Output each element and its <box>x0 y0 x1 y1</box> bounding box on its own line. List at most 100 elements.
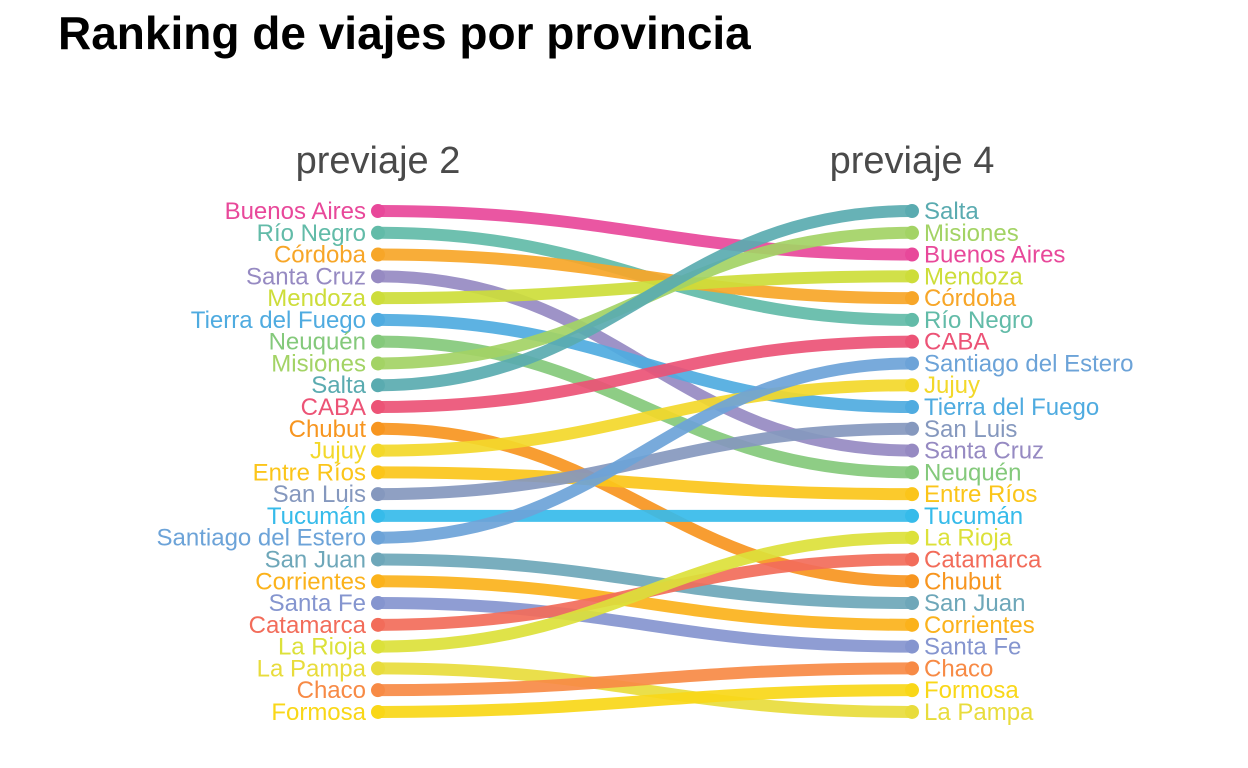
point-left-buenos-aires <box>371 204 385 218</box>
series-line-buenos-aires <box>377 205 913 261</box>
series-line-chaco <box>377 662 913 697</box>
point-right-cordoba <box>905 291 919 306</box>
label-right-chaco: Chaco <box>924 655 993 682</box>
point-left-santa-cruz <box>371 269 385 284</box>
label-left-neuquen: Neuquén <box>269 329 366 356</box>
series-line-san-luis <box>377 422 913 501</box>
point-left-entre-rios <box>371 465 385 480</box>
column-headers: previaje 2 previaje 4 <box>296 140 995 182</box>
label-left-salta: Salta <box>311 372 366 399</box>
label-right-rio-negro: Río Negro <box>924 307 1033 334</box>
point-right-buenos-aires <box>905 247 919 262</box>
point-left-chubut <box>371 421 385 436</box>
point-right-caba <box>905 334 919 349</box>
label-right-catamarca: Catamarca <box>924 546 1042 573</box>
point-right-neuquen <box>905 465 919 480</box>
label-right-la-rioja: La Rioja <box>924 525 1013 552</box>
series-line-corrientes <box>377 575 913 631</box>
point-left-salta <box>371 378 385 393</box>
series-line-la-pampa <box>377 662 913 718</box>
label-right-san-juan: San Juan <box>924 590 1025 617</box>
point-right-tierra-del-fuego <box>905 400 919 415</box>
point-right-misiones <box>905 225 919 240</box>
label-right-santa-fe: Santa Fe <box>924 634 1021 661</box>
series-points <box>371 204 919 719</box>
point-right-santa-cruz <box>905 443 919 458</box>
label-right-caba: CABA <box>924 329 989 356</box>
point-right-entre-rios <box>905 487 919 502</box>
point-right-corrientes <box>905 617 919 632</box>
point-right-san-juan <box>905 596 919 611</box>
point-left-mendoza <box>371 291 385 306</box>
series-line-mendoza <box>377 270 913 305</box>
point-left-santa-fe <box>371 596 385 611</box>
series-line-caba <box>377 335 913 414</box>
point-left-la-pampa <box>371 661 385 676</box>
label-left-san-juan: San Juan <box>265 546 366 573</box>
label-right-mendoza: Mendoza <box>924 263 1023 290</box>
label-left-entre-rios: Entre Ríos <box>253 459 366 486</box>
series-line-neuquen <box>377 335 913 479</box>
point-left-cordoba <box>371 247 385 262</box>
label-left-santa-fe: Santa Fe <box>269 590 366 617</box>
series-line-santa-fe <box>377 597 913 653</box>
point-left-corrientes <box>371 574 385 589</box>
label-left-la-pampa: La Pampa <box>257 655 367 682</box>
label-left-tierra-del-fuego: Tierra del Fuego <box>191 307 366 334</box>
point-right-tucuman <box>905 508 919 523</box>
series-line-santiago-del-estero <box>377 357 913 544</box>
label-left-chaco: Chaco <box>297 677 366 704</box>
point-right-la-pampa <box>905 704 919 719</box>
point-right-chubut <box>905 574 919 589</box>
point-left-san-luis <box>371 487 385 502</box>
label-right-chubut: Chubut <box>924 568 1002 595</box>
label-left-rio-negro: Río Negro <box>257 220 366 247</box>
label-left-chubut: Chubut <box>289 416 367 443</box>
point-left-rio-negro <box>371 225 385 240</box>
series-line-tierra-del-fuego <box>377 313 913 414</box>
point-right-san-luis <box>905 421 919 436</box>
point-left-tucuman <box>371 508 385 523</box>
label-right-neuquen: Neuquén <box>924 459 1021 486</box>
point-right-santiago-del-estero <box>905 356 919 371</box>
series-lines <box>377 205 913 718</box>
column-header-left: previaje 2 <box>296 140 461 182</box>
label-left-catamarca: Catamarca <box>249 612 367 639</box>
point-right-rio-negro <box>905 312 919 327</box>
label-right-santa-cruz: Santa Cruz <box>924 438 1044 465</box>
label-left-cordoba: Córdoba <box>274 242 367 269</box>
point-right-catamarca <box>905 552 919 567</box>
point-left-formosa <box>371 704 385 719</box>
series-line-la-rioja <box>377 531 913 653</box>
label-right-tucuman: Tucumán <box>924 503 1023 530</box>
point-right-mendoza <box>905 269 919 284</box>
label-left-tucuman: Tucumán <box>267 503 366 530</box>
label-left-misiones: Misiones <box>271 350 366 377</box>
label-right-tierra-del-fuego: Tierra del Fuego <box>924 394 1099 421</box>
series-line-chubut <box>377 422 913 588</box>
series-line-salta <box>377 205 913 392</box>
label-right-buenos-aires: Buenos Aires <box>924 242 1065 269</box>
point-left-chaco <box>371 683 385 698</box>
label-right-santiago-del-estero: Santiago del Estero <box>924 350 1133 377</box>
label-right-entre-rios: Entre Ríos <box>924 481 1037 508</box>
label-left-buenos-aires: Buenos Aires <box>225 198 366 225</box>
point-right-formosa <box>905 683 919 698</box>
point-left-jujuy <box>371 443 385 458</box>
point-right-chaco <box>905 661 919 676</box>
label-right-cordoba: Córdoba <box>924 285 1017 312</box>
label-left-la-rioja: La Rioja <box>278 634 367 661</box>
point-left-tierra-del-fuego <box>371 312 385 327</box>
label-left-santiago-del-estero: Santiago del Estero <box>157 525 366 552</box>
point-right-santa-fe <box>905 639 919 654</box>
point-left-san-juan <box>371 552 385 567</box>
point-left-misiones <box>371 356 385 371</box>
point-left-caba <box>371 400 385 415</box>
series-line-formosa <box>377 684 913 718</box>
point-left-neuquen <box>371 334 385 349</box>
point-right-salta <box>905 204 919 218</box>
column-header-right: previaje 4 <box>830 140 995 182</box>
label-right-corrientes: Corrientes <box>924 612 1035 639</box>
